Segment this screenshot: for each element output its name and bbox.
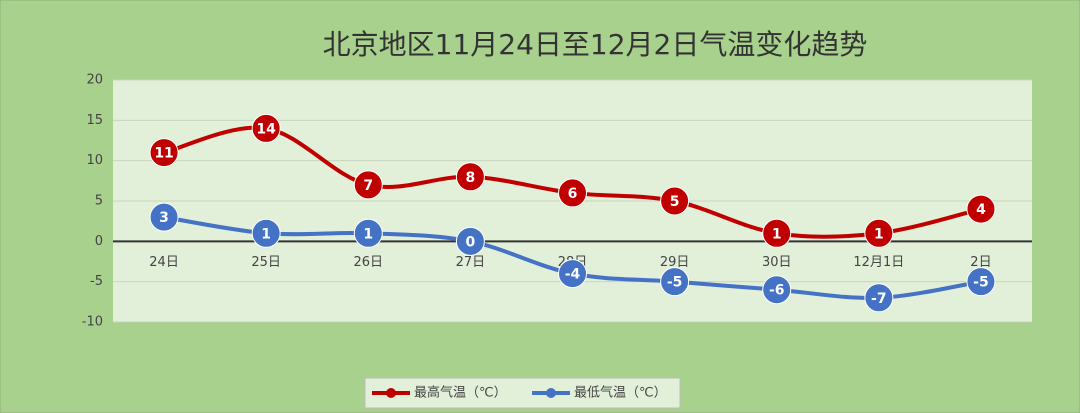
data-label: -7 [871, 291, 887, 307]
data-point [660, 186, 690, 216]
data-label: 1 [874, 226, 884, 242]
legend-box [364, 377, 681, 409]
data-point [864, 283, 894, 313]
data-point [660, 267, 690, 297]
data-point [966, 267, 996, 297]
data-point [762, 218, 792, 248]
x-tick-label: 26日 [354, 255, 384, 270]
data-point [251, 113, 281, 143]
x-tick-label: 24日 [149, 255, 179, 270]
data-point [864, 218, 894, 248]
data-label: -4 [565, 267, 581, 283]
y-tick-label: 5 [95, 194, 103, 209]
data-label: -6 [769, 283, 785, 299]
data-label: -5 [973, 275, 989, 291]
y-tick-label: 0 [95, 234, 103, 249]
data-label: 1 [772, 226, 782, 242]
data-label: 4 [976, 202, 986, 218]
data-label: -5 [667, 275, 683, 291]
legend-marker [546, 388, 556, 398]
legend-label: 最低气温（℃） [574, 385, 667, 401]
y-tick-label: 10 [86, 153, 103, 168]
data-point [353, 218, 383, 248]
y-tick-label: -5 [90, 274, 103, 289]
y-tick-label: 20 [86, 73, 103, 88]
x-tick-label: 12月1日 [853, 255, 904, 270]
data-point [455, 226, 485, 256]
data-label: 5 [670, 194, 680, 210]
x-tick-label: 30日 [762, 255, 792, 270]
data-point [762, 275, 792, 305]
data-point [558, 178, 587, 208]
data-point [149, 202, 179, 232]
data-label: 11 [154, 146, 173, 162]
data-label: 6 [568, 186, 578, 202]
y-tick-label: 15 [86, 113, 103, 128]
data-label: 3 [159, 210, 169, 226]
data-label: 1 [261, 226, 271, 242]
data-label: 7 [363, 178, 373, 194]
data-point [251, 218, 281, 248]
data-label: 0 [466, 234, 476, 250]
legend-marker [386, 388, 396, 398]
data-label: 8 [466, 170, 476, 186]
y-tick-label: -10 [82, 315, 103, 330]
data-point [455, 162, 485, 192]
x-tick-label: 27日 [456, 255, 486, 270]
data-point [149, 138, 179, 168]
data-label: 14 [256, 121, 276, 137]
data-point [558, 259, 587, 289]
x-tick-label: 25日 [251, 255, 281, 270]
x-tick-label: 29日 [660, 255, 690, 270]
chart-title: 北京地区11月24日至12月2日气温变化趋势 [323, 28, 868, 61]
data-label: 1 [363, 226, 373, 242]
legend-label: 最高气温（℃） [414, 385, 507, 401]
x-tick-label: 2日 [970, 255, 991, 270]
data-point [353, 170, 383, 200]
data-point [966, 194, 996, 224]
